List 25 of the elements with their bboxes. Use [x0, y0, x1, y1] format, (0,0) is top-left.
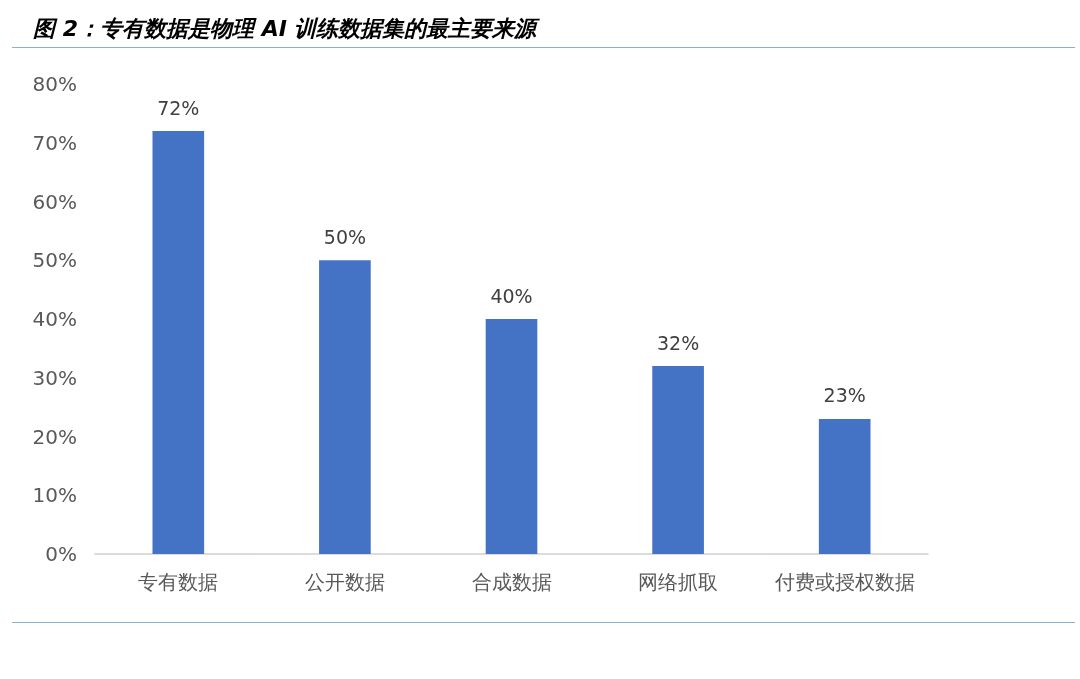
data-label: 72%: [157, 96, 200, 119]
y-tick-label: 60%: [32, 189, 77, 214]
y-tick-label: 40%: [32, 307, 77, 331]
y-tick-label: 70%: [32, 130, 77, 155]
y-tick-label: 20%: [32, 424, 77, 449]
chart-title: 图 2：专有数据是物理 AI 训练数据集的最主要来源: [33, 15, 541, 41]
y-tick-label: 0%: [45, 542, 77, 566]
x-tick-label: 付费或授权数据: [773, 570, 915, 594]
x-tick-label: 公开数据: [304, 570, 385, 594]
data-label: 23%: [823, 384, 866, 407]
y-tick-label: 30%: [32, 365, 77, 390]
x-tick-label: 合成数据: [471, 570, 552, 594]
data-label: 32%: [656, 331, 700, 354]
y-tick-label: 10%: [32, 483, 77, 508]
bar: [485, 319, 538, 554]
x-tick-label: 网络抓取: [638, 570, 719, 594]
bar: [152, 131, 205, 554]
data-label: 50%: [323, 225, 367, 248]
x-tick-label: 专有数据: [138, 570, 219, 594]
y-tick-label: 80%: [32, 72, 77, 96]
bar: [818, 418, 871, 554]
y-tick-label: 50%: [32, 248, 77, 273]
data-label: 40%: [490, 284, 533, 307]
bar: [652, 366, 704, 554]
bar: [319, 260, 371, 554]
